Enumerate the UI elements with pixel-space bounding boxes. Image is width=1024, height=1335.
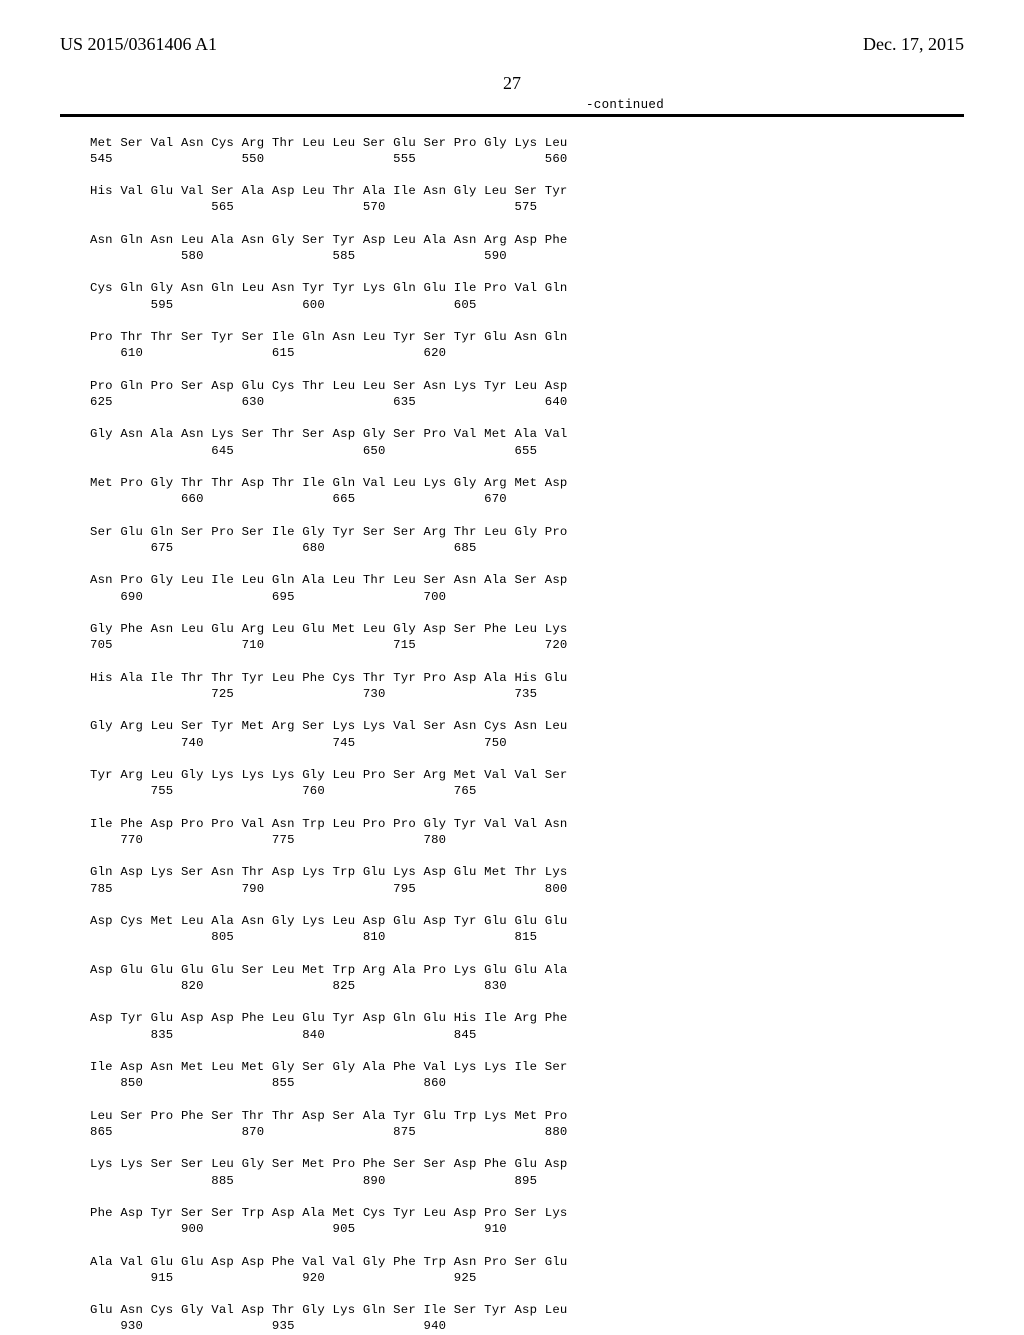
- continued-label: -continued: [60, 98, 964, 112]
- patent-page: US 2015/0361406 A1 Dec. 17, 2015 27 -con…: [0, 0, 1024, 1320]
- continued-wrap: -continued: [60, 98, 964, 112]
- sequence-block: Met Ser Val Asn Cys Arg Thr Leu Leu Ser …: [90, 135, 964, 1335]
- horizontal-rule: [60, 114, 964, 117]
- publication-date: Dec. 17, 2015: [863, 34, 964, 55]
- header-row: US 2015/0361406 A1 Dec. 17, 2015: [60, 34, 964, 55]
- page-number: 27: [60, 73, 964, 94]
- publication-number: US 2015/0361406 A1: [60, 34, 217, 55]
